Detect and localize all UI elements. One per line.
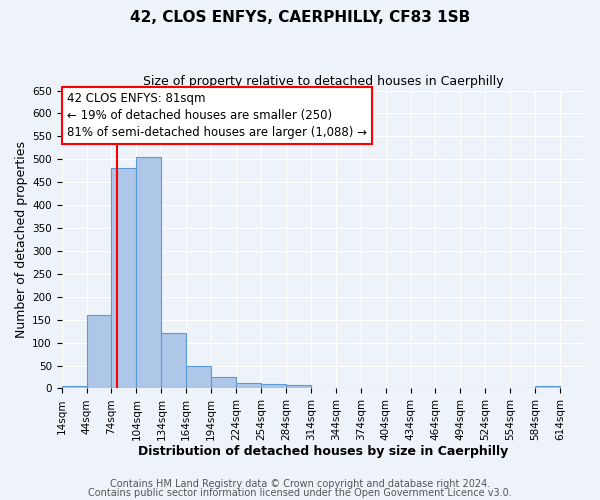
Bar (62, 386, 86, 388)
Y-axis label: Number of detached properties: Number of detached properties (15, 141, 28, 338)
Text: 42 CLOS ENFYS: 81sqm
← 19% of detached houses are smaller (250)
81% of semi-deta: 42 CLOS ENFYS: 81sqm ← 19% of detached h… (67, 92, 367, 139)
Title: Size of property relative to detached houses in Caerphilly: Size of property relative to detached ho… (143, 75, 503, 88)
X-axis label: Distribution of detached houses by size in Caerphilly: Distribution of detached houses by size … (138, 444, 508, 458)
Bar (161, 334, 186, 388)
Bar (112, 168, 136, 388)
Text: 42, CLOS ENFYS, CAERPHILLY, CF83 1SB: 42, CLOS ENFYS, CAERPHILLY, CF83 1SB (130, 10, 470, 25)
Bar (211, 377, 236, 388)
Text: Contains HM Land Registry data © Crown copyright and database right 2024.: Contains HM Land Registry data © Crown c… (110, 479, 490, 489)
Bar (186, 366, 211, 388)
Bar (236, 383, 261, 388)
Text: Contains public sector information licensed under the Open Government Licence v3: Contains public sector information licen… (88, 488, 512, 498)
Bar (286, 385, 311, 388)
Bar (136, 157, 161, 388)
Bar (86, 315, 112, 388)
Bar (535, 386, 560, 388)
Bar (261, 384, 286, 388)
